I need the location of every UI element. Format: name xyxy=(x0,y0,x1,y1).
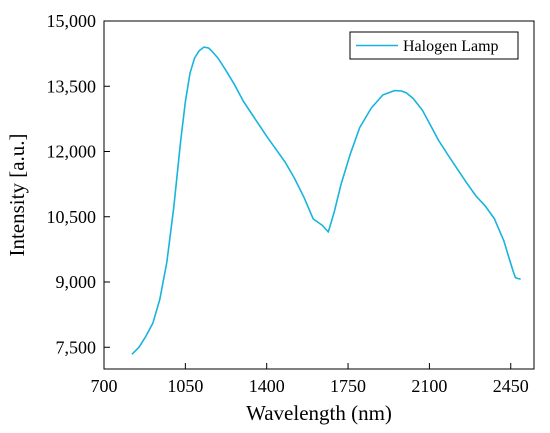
legend-label-halogen-lamp: Halogen Lamp xyxy=(403,38,499,55)
x-tick-label: 1750 xyxy=(330,376,366,396)
x-tick-label: 700 xyxy=(91,376,118,396)
legend: Halogen Lamp xyxy=(349,31,519,60)
y-tick-label: 15,000 xyxy=(47,11,97,31)
x-tick-label: 1400 xyxy=(249,376,285,396)
y-tick-label: 10,500 xyxy=(47,207,97,227)
y-tick-label: 7,500 xyxy=(56,337,97,357)
x-tick-label: 1050 xyxy=(167,376,203,396)
x-tick-label: 2450 xyxy=(493,376,529,396)
y-axis-title: Intensity [a.u.] xyxy=(5,133,29,256)
y-tick-label: 13,500 xyxy=(47,76,97,96)
series-layer xyxy=(131,46,521,355)
y-tick-label: 12,000 xyxy=(47,142,97,162)
x-tick-label: 2100 xyxy=(411,376,447,396)
ticks-layer: 700 1050 1400 1750 2100 2450 7,500 9,000 10,500 1… xyxy=(47,11,529,396)
series-line-halogen-lamp xyxy=(131,46,521,355)
y-tick-label: 9,000 xyxy=(56,272,97,292)
plot-area-frame xyxy=(103,20,535,370)
x-axis-title: Wavelength (nm) xyxy=(246,401,392,425)
